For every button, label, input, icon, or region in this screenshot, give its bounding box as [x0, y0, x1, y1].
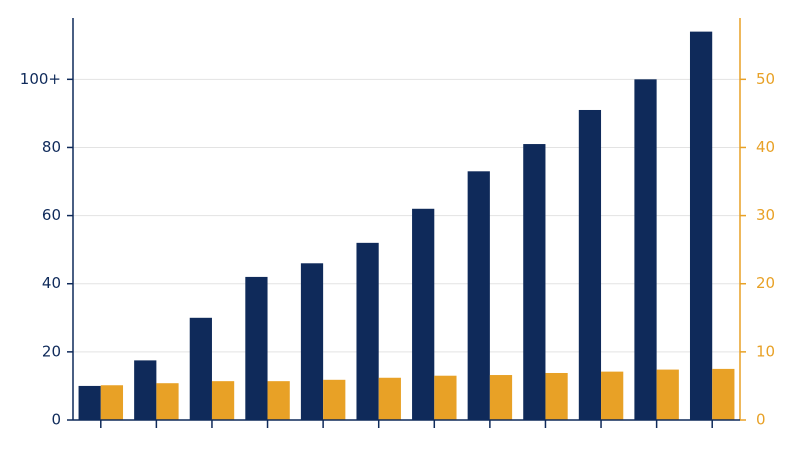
y2-tick-label: 50	[756, 70, 775, 88]
bar	[656, 369, 679, 420]
bar	[78, 385, 101, 420]
bar	[356, 242, 379, 420]
bar	[467, 171, 490, 420]
y2-tick-label: 30	[756, 206, 775, 224]
bar	[601, 371, 624, 420]
y-tick-label: 100+	[20, 70, 61, 88]
bar	[300, 263, 324, 420]
bar	[245, 276, 268, 420]
bar	[100, 385, 124, 420]
y2-tick-label: 20	[756, 274, 775, 292]
bar	[378, 377, 401, 420]
bar	[523, 144, 546, 420]
y-tick-label: 80	[42, 138, 61, 156]
y-tick-label: 0	[51, 411, 61, 429]
bar	[578, 109, 602, 421]
y-tick-label: 60	[42, 206, 61, 224]
bar	[189, 317, 212, 420]
bar	[156, 383, 179, 420]
bar	[434, 375, 457, 420]
bar	[323, 379, 346, 420]
bar	[267, 381, 290, 420]
y-tick-label: 40	[42, 274, 61, 292]
y2-tick-label: 10	[756, 342, 775, 360]
bar	[712, 368, 735, 420]
bar	[634, 79, 657, 421]
bar	[689, 31, 713, 421]
y2-tick-label: 40	[756, 138, 775, 156]
bar	[134, 360, 157, 420]
y2-tick-label: 0	[756, 411, 766, 429]
bar	[211, 381, 235, 420]
bar	[412, 208, 435, 420]
bar	[545, 372, 568, 420]
bar	[489, 375, 513, 420]
y-tick-label: 20	[42, 342, 61, 360]
